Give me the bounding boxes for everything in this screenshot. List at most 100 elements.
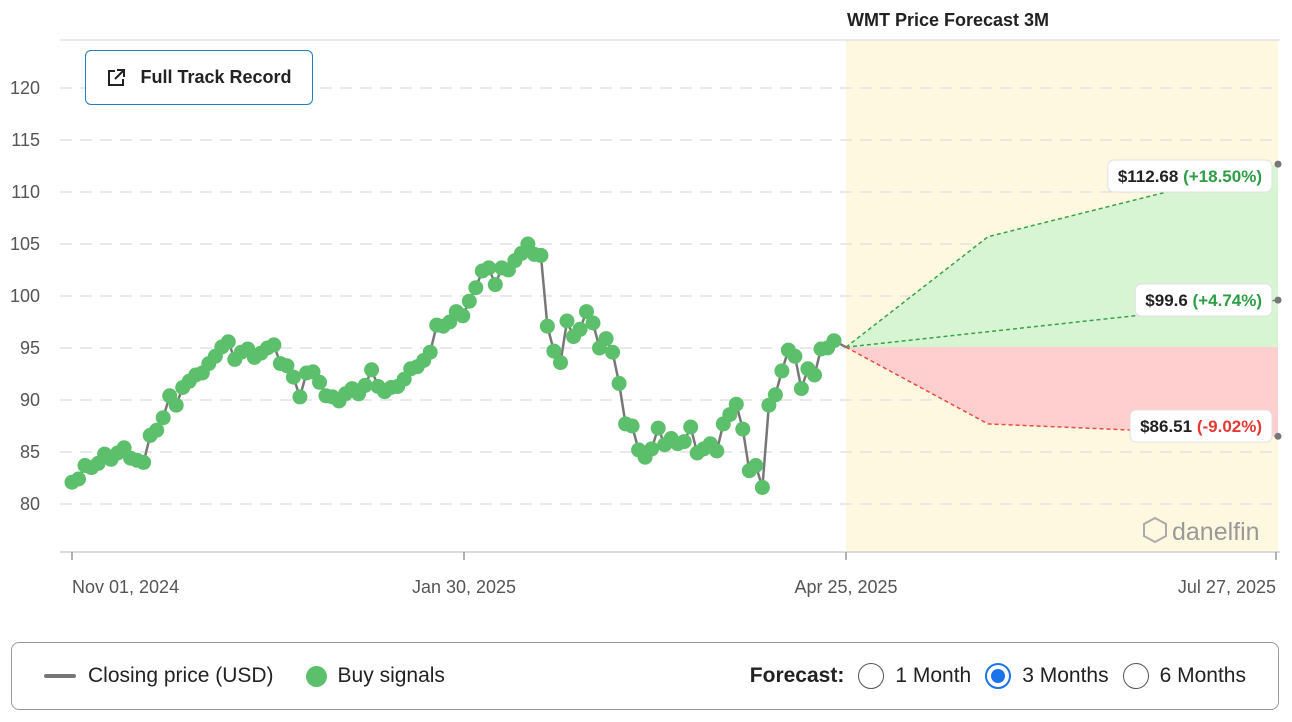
buy-signal-point [468, 280, 484, 296]
buy-signal-point [793, 381, 809, 397]
closing-price-swatch [44, 674, 76, 678]
forecast-value-text: $86.51 (-9.02%) [1140, 417, 1262, 436]
forecast-option-6-months[interactable]: 6 Months [1122, 663, 1246, 689]
buy-signal-point [728, 396, 744, 412]
forecast-chart: 80 85 90 95 100 105 110 115 120 Nov 01, 2024 Jan … [10, 10, 1282, 597]
forecast-end-point [1274, 296, 1282, 304]
buy-signal-point [266, 337, 282, 353]
full-track-record-button[interactable]: Full Track Record [85, 50, 313, 105]
buy-signal-swatch [305, 665, 327, 687]
buy-signal-point [611, 375, 627, 391]
forecast-value-text: $112.68 (+18.50%) [1118, 167, 1262, 186]
chart-legend: Closing price (USD) Buy signals Forecast… [11, 642, 1279, 710]
y-tick-label: 115 [11, 130, 40, 150]
forecast-option-label: 6 Months [1159, 664, 1246, 687]
brand-name: danelfin [1172, 518, 1260, 546]
buy-signal-point [572, 321, 588, 337]
forecast-option-label: 1 Month [895, 664, 972, 687]
y-tick-label: 95 [20, 338, 40, 358]
buy-signal-point [461, 293, 477, 309]
buy-signal-point [624, 418, 640, 434]
y-tick-label: 110 [11, 182, 40, 202]
buy-signal-point [149, 422, 165, 438]
label-background [1134, 283, 1273, 317]
forecast-value-text: $99.6 (+4.74%) [1145, 291, 1262, 310]
buy-signal-point [748, 458, 764, 473]
forecast-label-box: $99.6 (+4.74%) [1134, 283, 1273, 317]
buy-signal-point [553, 355, 568, 371]
buy-signal-point [807, 367, 822, 383]
buy-signal-point [533, 247, 549, 263]
buy-signal-point [644, 441, 660, 457]
buy-signal-point [136, 454, 152, 470]
buy-signal-point [481, 260, 497, 276]
buy-signal-point [826, 333, 842, 349]
forecast-lower-line [845, 346, 1279, 438]
buy-signal-point [559, 313, 575, 329]
buy-signals-legend-label: Buy signals [337, 664, 445, 687]
forecast-median-line [845, 299, 1279, 348]
forecast-option-1-month[interactable]: 1 Month [858, 663, 971, 689]
brand-hexagon-icon [1143, 516, 1167, 544]
y-tick-label: 120 [10, 78, 40, 98]
radio-button[interactable] [858, 663, 885, 689]
buy-signal-point [455, 308, 471, 324]
forecast-change: (+4.74%) [1193, 291, 1262, 310]
buy-signal-points [64, 236, 842, 495]
buy-signal-point [539, 318, 555, 334]
buy-signal-point [422, 344, 438, 360]
forecast-price: $99.6 [1145, 291, 1192, 310]
full-track-record-label: Full Track Record [140, 67, 292, 87]
forecast-labels: $112.68 (+18.50%) $99.6 (+4.74%) $86.51 (-… [1107, 159, 1273, 443]
label-background [1107, 159, 1273, 193]
buy-signal-point [292, 389, 308, 405]
buy-signal-point [676, 434, 692, 450]
buy-signal-point [598, 331, 614, 347]
buy-signal-point [279, 358, 295, 374]
buy-signal-point [357, 377, 373, 393]
buy-signal-point [585, 315, 601, 331]
forecast-label-box: $112.68 (+18.50%) [1107, 159, 1273, 193]
buy-signal-point [767, 387, 783, 403]
forecast-option-label: 3 Months [1022, 664, 1109, 687]
y-tick-label: 90 [20, 390, 40, 410]
buy-signal-point [285, 369, 301, 385]
buy-signal-point [312, 374, 327, 390]
buy-signal-point [774, 363, 790, 379]
forecast-end-point [1274, 160, 1282, 168]
buy-signal-point [650, 420, 666, 436]
forecast-label-box: $86.51 (-9.02%) [1129, 409, 1273, 443]
x-tick-label: Jul 27, 2025 [1178, 577, 1276, 597]
buy-signal-point [735, 421, 751, 437]
radio-button-selected[interactable] [985, 663, 1012, 689]
buy-signal-point [709, 443, 725, 459]
forecast-change: (-9.02%) [1197, 417, 1262, 436]
y-tick-label: 100 [10, 286, 40, 306]
y-tick-label: 85 [20, 442, 40, 462]
label-background [1129, 409, 1273, 443]
brand-logo: danelfin [1143, 516, 1260, 546]
y-axis-ticks: 80 85 90 95 100 105 110 115 120 [10, 78, 40, 514]
y-tick-label: 105 [10, 234, 40, 254]
y-tick-label: 80 [20, 494, 40, 514]
forecast-option-3-months[interactable]: 3 Months [985, 663, 1109, 689]
radio-button[interactable] [1122, 663, 1149, 689]
closing-price-legend-label: Closing price (USD) [88, 664, 274, 687]
buy-signal-point [487, 277, 503, 293]
buy-signal-point [220, 334, 236, 350]
x-axis: Nov 01, 2024 Jan 30, 2025 Apr 25, 2025 Jul … [60, 551, 1280, 597]
forecast-label: Forecast: [749, 664, 845, 687]
x-tick-label: Jan 30, 2025 [412, 577, 516, 597]
x-tick-label: Nov 01, 2024 [72, 577, 179, 597]
forecast-price: $86.51 [1140, 417, 1197, 436]
buy-signal-point [546, 343, 562, 359]
buy-signal-point [155, 410, 171, 426]
forecast-price: $112.68 [1118, 167, 1183, 186]
closing-price-line [71, 241, 847, 488]
buy-signal-point [683, 419, 699, 435]
buy-signal-point [754, 479, 770, 495]
forecast-change: (+18.50%) [1183, 167, 1262, 186]
forecast-end-point [1274, 432, 1282, 440]
buy-signal-point [71, 471, 86, 487]
buy-signal-point [605, 344, 621, 360]
